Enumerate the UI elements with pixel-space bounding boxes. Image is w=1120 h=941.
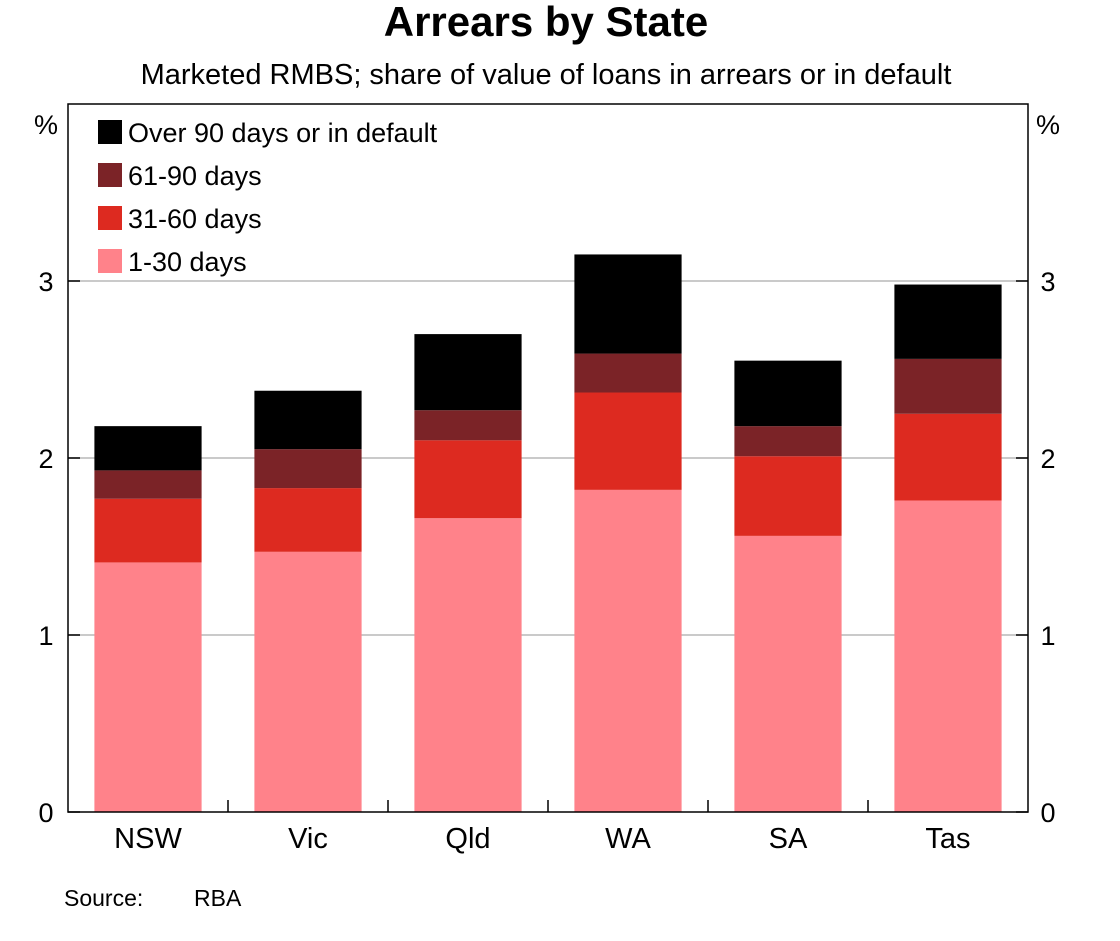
- y-tick-label-left: 2: [38, 444, 53, 474]
- y-tick-label-left: 1: [38, 621, 53, 651]
- bar-segment: [574, 353, 682, 393]
- source-value: RBA: [194, 885, 242, 911]
- bar-segment: [734, 360, 842, 427]
- x-tick-label: Tas: [925, 823, 970, 855]
- x-tick-label: SA: [769, 823, 808, 855]
- chart-subtitle: Marketed RMBS; share of value of loans i…: [141, 59, 952, 91]
- bar-segment: [734, 535, 842, 812]
- bar-segment: [414, 334, 522, 411]
- legend-label: 1-30 days: [128, 247, 247, 277]
- legend-swatch: [98, 120, 122, 144]
- y-tick-label-right: 1: [1040, 621, 1055, 651]
- y-tick-label-left: 3: [38, 267, 53, 297]
- bar-segment: [94, 470, 202, 499]
- chart-title: Arrears by State: [384, 0, 709, 45]
- bar-segment: [894, 358, 1002, 414]
- bar-segment: [254, 449, 362, 489]
- bar-segment: [414, 440, 522, 519]
- x-tick-label: Qld: [445, 823, 490, 855]
- y-axis-label-right: %: [1036, 110, 1060, 140]
- bar-segment: [894, 284, 1002, 359]
- bar-segment: [254, 390, 362, 450]
- bar-segment: [94, 562, 202, 812]
- legend-swatch: [98, 249, 122, 273]
- bar-segment: [254, 551, 362, 812]
- bar-segment: [574, 489, 682, 812]
- bar-segment: [894, 413, 1002, 501]
- y-tick-label-right: 0: [1040, 798, 1055, 828]
- bar-segment: [894, 500, 1002, 812]
- y-tick-label-left: 0: [38, 798, 53, 828]
- y-axis-label-left: %: [34, 110, 58, 140]
- bar-segment: [414, 410, 522, 441]
- y-tick-label-right: 2: [1040, 444, 1055, 474]
- legend-label: 61-90 days: [128, 161, 262, 191]
- bar-segment: [734, 426, 842, 457]
- bar-segment: [734, 456, 842, 536]
- legend-label: 31-60 days: [128, 204, 262, 234]
- source-label: Source:: [64, 885, 143, 911]
- bar-segment: [254, 488, 362, 552]
- bar-segment: [574, 392, 682, 490]
- bar-segment: [414, 518, 522, 812]
- plot-frame: [67, 103, 1029, 813]
- legend-swatch: [98, 206, 122, 230]
- legend-label: Over 90 days or in default: [128, 118, 438, 148]
- x-tick-label: Vic: [288, 823, 328, 855]
- bar-segment: [574, 254, 682, 354]
- x-tick-label: WA: [605, 823, 651, 855]
- x-tick-label: NSW: [114, 823, 182, 855]
- y-tick-label-right: 3: [1040, 267, 1055, 297]
- legend-swatch: [98, 163, 122, 187]
- bar-segment: [94, 426, 202, 471]
- bar-segment: [94, 498, 202, 563]
